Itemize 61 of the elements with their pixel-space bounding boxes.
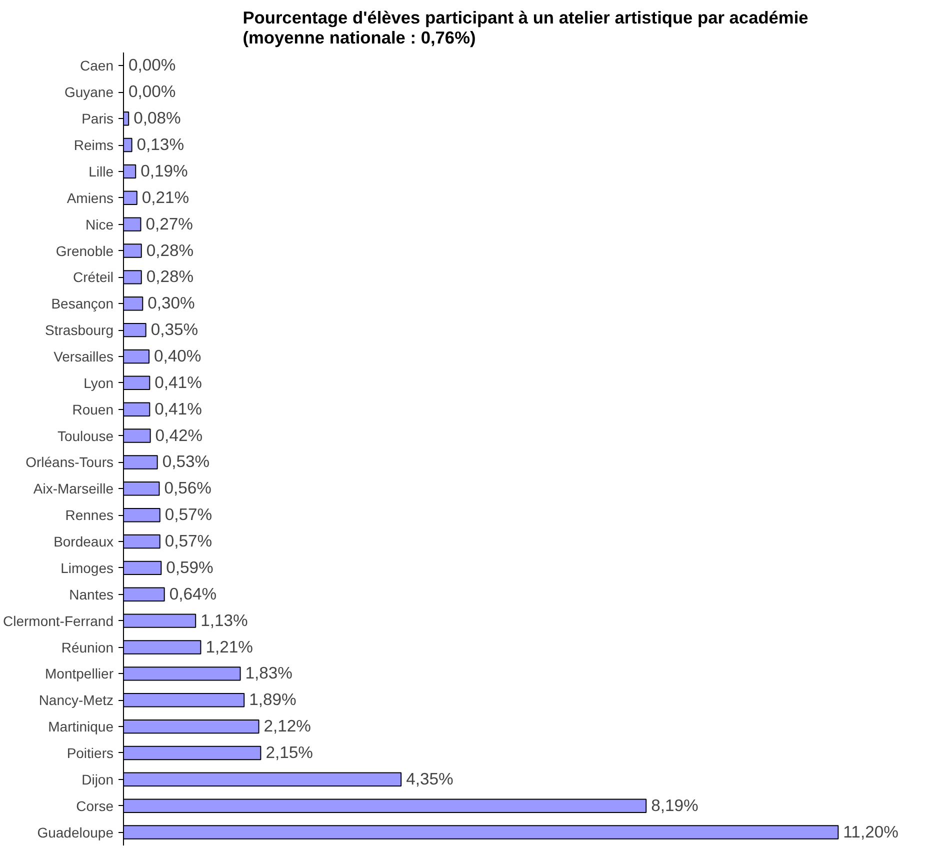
- y-tick-label: Orléans-Tours: [26, 454, 114, 470]
- data-label: 1,21%: [206, 637, 254, 656]
- data-label: 0,40%: [154, 346, 202, 366]
- y-tick-label: Amiens: [66, 190, 114, 206]
- chart-title: Pourcentage d'élèves participant à un atelier artistique par académie (moyenne nationale : 0,76%): [242, 8, 809, 48]
- data-label: 0,28%: [146, 267, 194, 286]
- data-label: 0,08%: [134, 108, 182, 128]
- y-tick-label: Toulouse: [57, 428, 114, 444]
- y-tick-label: Guadeloupe: [37, 824, 114, 840]
- data-label: 0,13%: [136, 135, 184, 154]
- y-tick-label: Bordeaux: [54, 534, 114, 550]
- data-label: 0,21%: [142, 188, 190, 207]
- data-label: 0,28%: [146, 240, 194, 260]
- data-label: 2,12%: [264, 716, 312, 736]
- y-tick-label: Limoges: [60, 560, 114, 576]
- y-tick-label: Dijon: [82, 771, 114, 788]
- data-label: 0,41%: [154, 372, 202, 392]
- y-tick-label: Aix-Marseille: [33, 480, 114, 497]
- y-tick-label: Besançon: [51, 296, 114, 312]
- data-label: 1,13%: [200, 610, 248, 630]
- data-label: 0,59%: [166, 558, 214, 577]
- data-label: 0,00%: [128, 56, 176, 75]
- y-tick-label: Caen: [80, 58, 114, 74]
- data-label: 1,89%: [249, 690, 297, 710]
- data-label: 1,83%: [245, 664, 293, 683]
- data-label: 0,19%: [140, 161, 188, 180]
- y-tick-label: Corse: [76, 798, 114, 814]
- y-tick-label: Grenoble: [56, 242, 114, 259]
- y-tick-label: Réunion: [61, 639, 114, 656]
- y-tick-label: Clermont-Ferrand: [3, 612, 114, 629]
- data-label: 2,15%: [266, 742, 314, 762]
- y-tick-label: Martinique: [48, 718, 114, 735]
- data-label: 4,35%: [406, 769, 454, 788]
- data-label: 0,00%: [128, 82, 176, 102]
- data-label: 0,35%: [150, 320, 198, 340]
- data-label: 0,41%: [154, 399, 202, 418]
- y-tick-label: Montpellier: [45, 666, 114, 682]
- y-tick-label: Paris: [82, 110, 114, 127]
- y-tick-label: Guyane: [64, 84, 114, 100]
- y-tick-label: Nantes: [69, 586, 114, 602]
- y-tick-label: Rennes: [65, 507, 114, 524]
- data-label: 0,56%: [164, 478, 212, 498]
- y-tick-label: Reims: [74, 137, 114, 154]
- y-tick-label: Strasbourg: [45, 322, 114, 338]
- y-tick-label: Rouen: [72, 401, 114, 418]
- data-label: 0,57%: [164, 532, 212, 551]
- data-label: 0,27%: [146, 214, 194, 234]
- data-label: 0,57%: [164, 505, 212, 524]
- data-label: 11,20%: [843, 822, 899, 842]
- y-tick-label: Poitiers: [66, 744, 114, 761]
- y-tick-label: Lille: [88, 163, 114, 180]
- y-tick-label: Nice: [85, 216, 114, 232]
- data-label: 0,42%: [155, 426, 203, 445]
- y-tick-label: Nancy-Metz: [38, 692, 114, 708]
- data-label: 0,64%: [169, 584, 217, 604]
- data-label: 0,53%: [162, 452, 210, 472]
- y-tick-label: Lyon: [84, 374, 114, 391]
- y-tick-label: Versailles: [54, 348, 114, 364]
- data-label: 0,30%: [148, 294, 196, 313]
- data-label: 8,19%: [651, 796, 699, 815]
- y-tick-label: Créteil: [73, 269, 114, 286]
